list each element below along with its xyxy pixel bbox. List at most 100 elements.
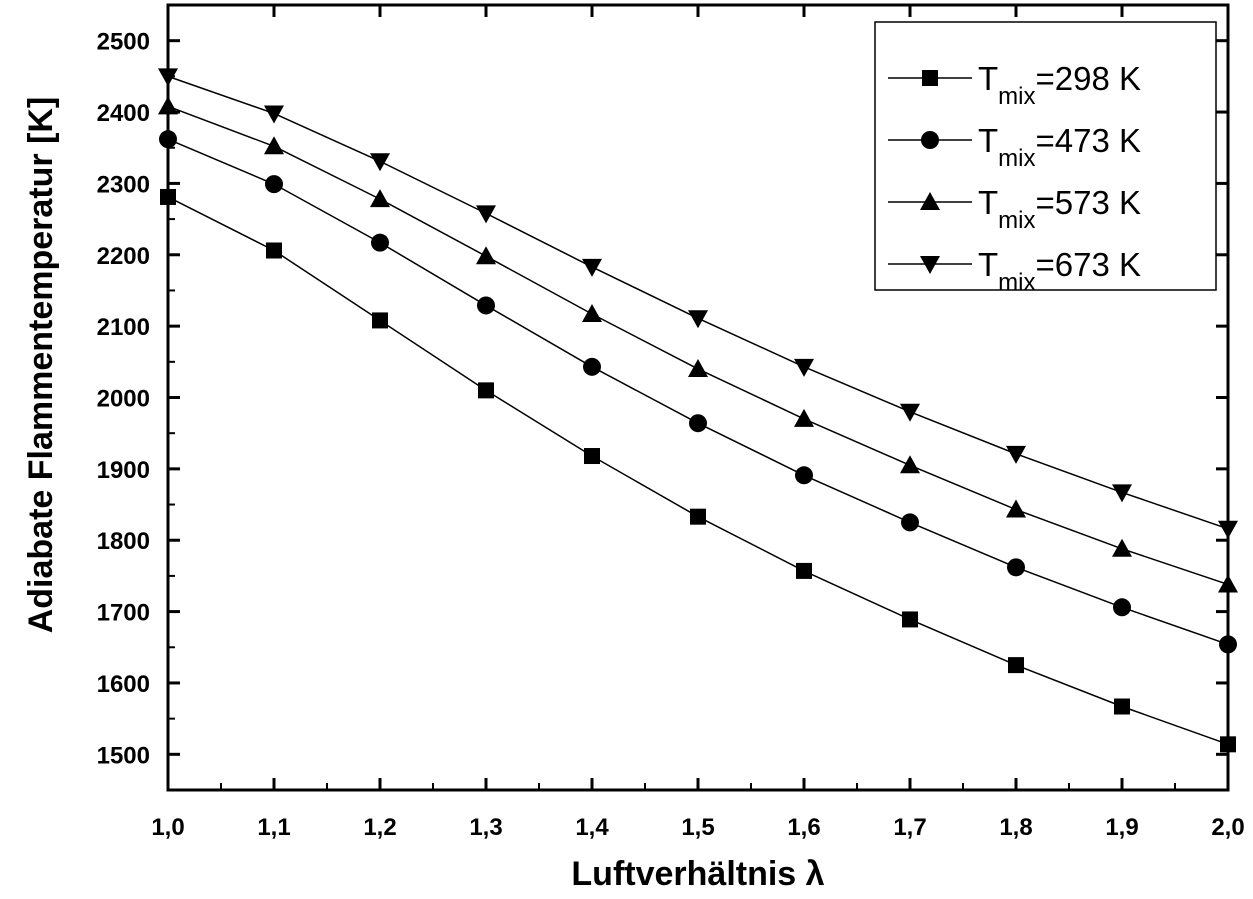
series-2 <box>159 130 1237 654</box>
data-point <box>158 96 178 115</box>
legend-label-value: =298 K <box>1036 60 1142 97</box>
data-point <box>264 136 284 155</box>
data-point <box>264 105 284 124</box>
y-tick-label: 1600 <box>97 671 150 698</box>
series-3 <box>158 96 1238 593</box>
y-tick-label: 1900 <box>97 457 150 484</box>
legend-entry: Tmix=573 K <box>888 184 1141 234</box>
legend-label-sub: mix <box>998 83 1035 110</box>
data-point <box>795 466 813 485</box>
legend-label: Tmix=573 K <box>978 184 1141 234</box>
legend-label: Tmix=673 K <box>978 246 1141 296</box>
legend-label-sub: mix <box>998 207 1035 234</box>
y-tick-label: 2000 <box>97 386 150 413</box>
x-axis-title: Luftverhältnis λ <box>571 855 824 893</box>
y-axis-title: Adiabate Flammentemperatur [K] <box>22 97 60 634</box>
data-point <box>690 508 706 525</box>
data-point <box>794 358 814 377</box>
series-4 <box>158 68 1238 539</box>
y-tick-label: 1800 <box>97 528 150 555</box>
data-point <box>372 312 388 329</box>
data-point <box>689 414 707 433</box>
data-point <box>1006 445 1026 464</box>
data-point <box>160 188 176 205</box>
legend-label-main: T <box>978 246 998 283</box>
legend-box <box>874 21 1217 291</box>
data-point <box>371 233 389 252</box>
data-point <box>1006 499 1026 518</box>
legend-marker <box>922 70 938 86</box>
y-tick-label: 2500 <box>97 29 150 56</box>
axes: 1,0 1,1 1,2 1,3 1,4 1,5 1,6 1,7 1,8 1,9 2,0 1500 160… <box>97 3 1245 841</box>
data-point <box>266 242 282 259</box>
data-point <box>1113 598 1131 617</box>
y-tick-label: 2400 <box>97 100 150 127</box>
data-point <box>478 382 494 399</box>
data-point <box>582 258 602 277</box>
y-tick-label: 2300 <box>97 171 150 198</box>
data-point <box>688 310 708 329</box>
x-tick-label: 1,0 <box>151 814 184 841</box>
data-point <box>1008 657 1024 674</box>
legend-entry: Tmix=473 K <box>888 122 1141 172</box>
x-tick-label: 1,6 <box>787 814 820 841</box>
data-point <box>1218 520 1238 539</box>
data-point <box>1112 484 1132 503</box>
legend-label-main: T <box>978 122 998 159</box>
x-tick-label: 1,8 <box>999 814 1032 841</box>
y-tick-label: 1500 <box>97 742 150 769</box>
data-point <box>476 246 496 265</box>
x-tick-label: 1,4 <box>575 814 609 841</box>
data-point <box>1114 698 1130 715</box>
data-point <box>1219 635 1237 654</box>
legend-marker <box>920 256 940 274</box>
data-point <box>688 358 708 377</box>
data-point <box>1220 736 1236 753</box>
data-point <box>900 403 920 422</box>
y-tick-label: 2200 <box>97 243 150 270</box>
data-point <box>370 189 390 208</box>
legend-label-sub: mix <box>998 269 1035 296</box>
legend-marker <box>920 192 940 210</box>
legend-label: Tmix=473 K <box>978 122 1141 172</box>
legend-label-value: =673 K <box>1036 246 1142 283</box>
legend-entry: Tmix=673 K <box>888 246 1141 296</box>
data-point <box>1218 574 1238 593</box>
data-point <box>583 357 601 376</box>
legend-entry: Tmix=298 K <box>888 60 1141 110</box>
y-tick-label: 1700 <box>97 600 150 627</box>
x-tick-label: 1,1 <box>257 814 290 841</box>
data-point <box>1007 558 1025 577</box>
data-point <box>476 205 496 224</box>
x-tick-label: 1,3 <box>469 814 502 841</box>
x-tick-label: 2,0 <box>1211 814 1244 841</box>
y-tick-label: 2100 <box>97 314 150 341</box>
data-point <box>159 130 177 149</box>
series-1 <box>160 188 1236 753</box>
legend-marker <box>921 131 939 149</box>
series-layer <box>158 68 1238 753</box>
legend-label-sub: mix <box>998 145 1035 172</box>
data-point <box>584 448 600 465</box>
data-point <box>796 562 812 579</box>
x-tick-label: 1,2 <box>363 814 396 841</box>
legend-label-main: T <box>978 184 998 221</box>
legend-label-main: T <box>978 60 998 97</box>
data-point <box>794 408 814 427</box>
data-point <box>901 513 919 532</box>
x-tick-label: 1,7 <box>893 814 926 841</box>
data-point <box>900 455 920 474</box>
x-tick-label: 1,5 <box>681 814 714 841</box>
data-point <box>582 304 602 323</box>
data-point <box>902 611 918 628</box>
data-point <box>1112 538 1132 557</box>
data-point <box>477 296 495 315</box>
legend-label-value: =473 K <box>1036 122 1142 159</box>
data-point <box>370 153 390 172</box>
x-tick-label: 1,9 <box>1105 814 1138 841</box>
legend-label-value: =573 K <box>1036 184 1142 221</box>
data-point <box>265 175 283 194</box>
legend-label: Tmix=298 K <box>978 60 1141 110</box>
